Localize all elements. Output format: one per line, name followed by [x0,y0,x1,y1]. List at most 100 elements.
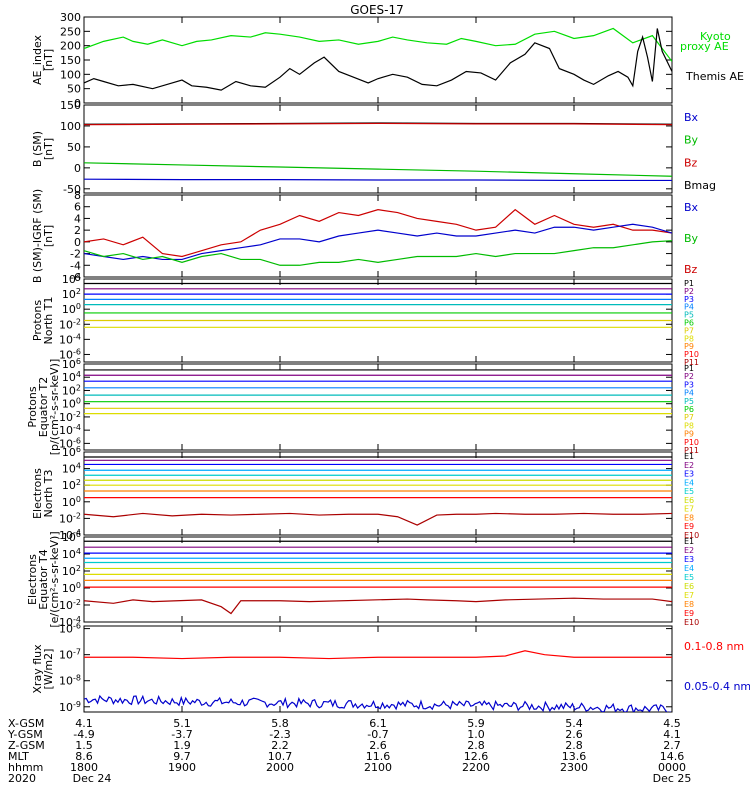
legend-label: E1 [684,537,694,546]
y-tick-label: 100 [62,495,81,509]
y-tick-label: 10-2 [59,317,81,331]
y-tick-label: 10-4 [59,423,81,437]
y-axis-label: [W/m2] [42,649,55,690]
y-axis-label: [nT] [42,49,55,71]
x-axis-value: 6.1 [369,717,387,730]
legend-label: E5 [684,487,694,496]
legend-label: E9 [684,522,694,531]
y-axis-label: Equator T2 [37,377,50,437]
y-tick-label: 104 [62,370,81,384]
x-axis-value: 2000 [266,761,294,774]
legend-label: P8 [684,421,694,430]
legend-label: P10 [684,438,699,447]
x-axis-value: 4.1 [663,728,681,741]
x-axis-value: 2.2 [271,739,289,752]
x-axis-row-label: hhmm [8,761,43,774]
series-line-Bx [84,178,672,182]
legend-label: E7 [684,505,694,514]
legend-label: 0.05-0.4 nm [684,680,750,693]
panel-bsm: 150 100 50 0 -50 B (SM)[nT] Bx By Bz Bmag [31,99,716,196]
legend-label: P8 [684,334,694,343]
y-tick-label: -50 [63,183,81,196]
y-tick-label: 100 [62,581,81,595]
x-axis-value: 5.8 [271,717,289,730]
legend-label: P11 [684,446,699,455]
legend-label: E10 [684,618,699,627]
panel-ae: 300250200150100500AE_index[nT]Kyotoproxy… [31,11,744,110]
legend-label: E8 [684,513,694,522]
legend-label: E4 [684,478,694,487]
y-tick-label: 0 [74,162,81,175]
legend-label: P3 [684,295,694,304]
y-axis-label: North T3 [42,470,55,518]
panel-frame [83,16,673,104]
legend-label: P7 [684,413,694,422]
panel-frame [83,194,673,278]
y-tick-label: 10-4 [59,332,81,346]
y-tick-label: 8 [74,189,81,202]
y-axis-label: [p/(cm²-s-sr-keV)] [48,359,61,456]
legend-label: P4 [684,389,694,398]
legend-label: P1 [684,279,694,288]
y-axis-label: AE_index [31,34,44,85]
x-axis-value: 13.6 [562,750,587,763]
y-tick-label: -2 [70,248,81,261]
series-line-By [84,240,672,266]
legend-label: P9 [684,342,694,351]
legend-label: P5 [684,397,694,406]
x-axis-value: 9.7 [173,750,191,763]
y-tick-label: -4 [70,259,81,272]
x-axis-value: 2.6 [369,739,387,752]
y-tick-label: 102 [62,478,81,492]
legend-label: P7 [684,326,694,335]
series-line-E10 [84,512,672,526]
x-axis-value: -4.9 [73,728,94,741]
x-axis-value: 1900 [168,761,196,774]
series-line-0.1-0.8-nm [84,650,672,660]
x-axis-value: 1800 [70,761,98,774]
x-axis-value: 2.7 [663,739,681,752]
panel-frame [83,536,673,623]
x-axis-row-label: X-GSM [8,717,44,730]
legend-label: E7 [684,591,694,600]
legend-label: P2 [684,372,694,381]
y-axis-label: Xray flux [31,644,44,694]
y-tick-label: 0 [74,236,81,249]
x-axis-value: -0.7 [367,728,388,741]
x-axis-value: 0000 [658,761,686,774]
y-tick-label: 300 [60,11,81,24]
legend-label: E1 [684,452,694,461]
y-axis-label: [nT] [42,138,55,160]
panels: 300250200150100500AE_index[nT]Kyotoproxy… [26,11,750,714]
y-tick-label: 150 [60,54,81,67]
x-axis-value: -3.7 [171,728,192,741]
legend-label: By [684,134,699,147]
legend-label: By [684,232,699,245]
legend-label: Bz [684,263,698,276]
series-line-Bz [84,208,672,258]
legend-label: P6 [684,405,694,414]
x-axis-value: 11.6 [366,750,391,763]
legend-label: Kyoto [700,30,731,43]
legend-label: E3 [684,470,694,479]
y-tick-label: 200 [60,40,81,53]
legend-label: P11 [684,358,699,367]
x-axis-value: 2.6 [565,728,583,741]
series-line-0.05-0.4-nm [84,694,672,712]
y-axis-label: Electrons [26,554,39,605]
x-axis-value: -2.3 [269,728,290,741]
y-tick-label: 250 [60,25,81,38]
y-axis-label: [e/(cm²-s-sr-keV)] [48,531,61,627]
y-tick-label: 6 [74,201,81,214]
series-line-Bx [84,223,672,261]
y-tick-label: 106 [62,530,81,544]
legend-label: P1 [684,364,694,373]
panel-frame [83,363,673,451]
y-tick-label: 10-7 [59,648,81,662]
y-tick-label: 102 [62,383,81,397]
y-axis-label: North T1 [42,297,55,345]
y-tick-label: 10-2 [59,410,81,424]
series-line-By [84,162,672,177]
